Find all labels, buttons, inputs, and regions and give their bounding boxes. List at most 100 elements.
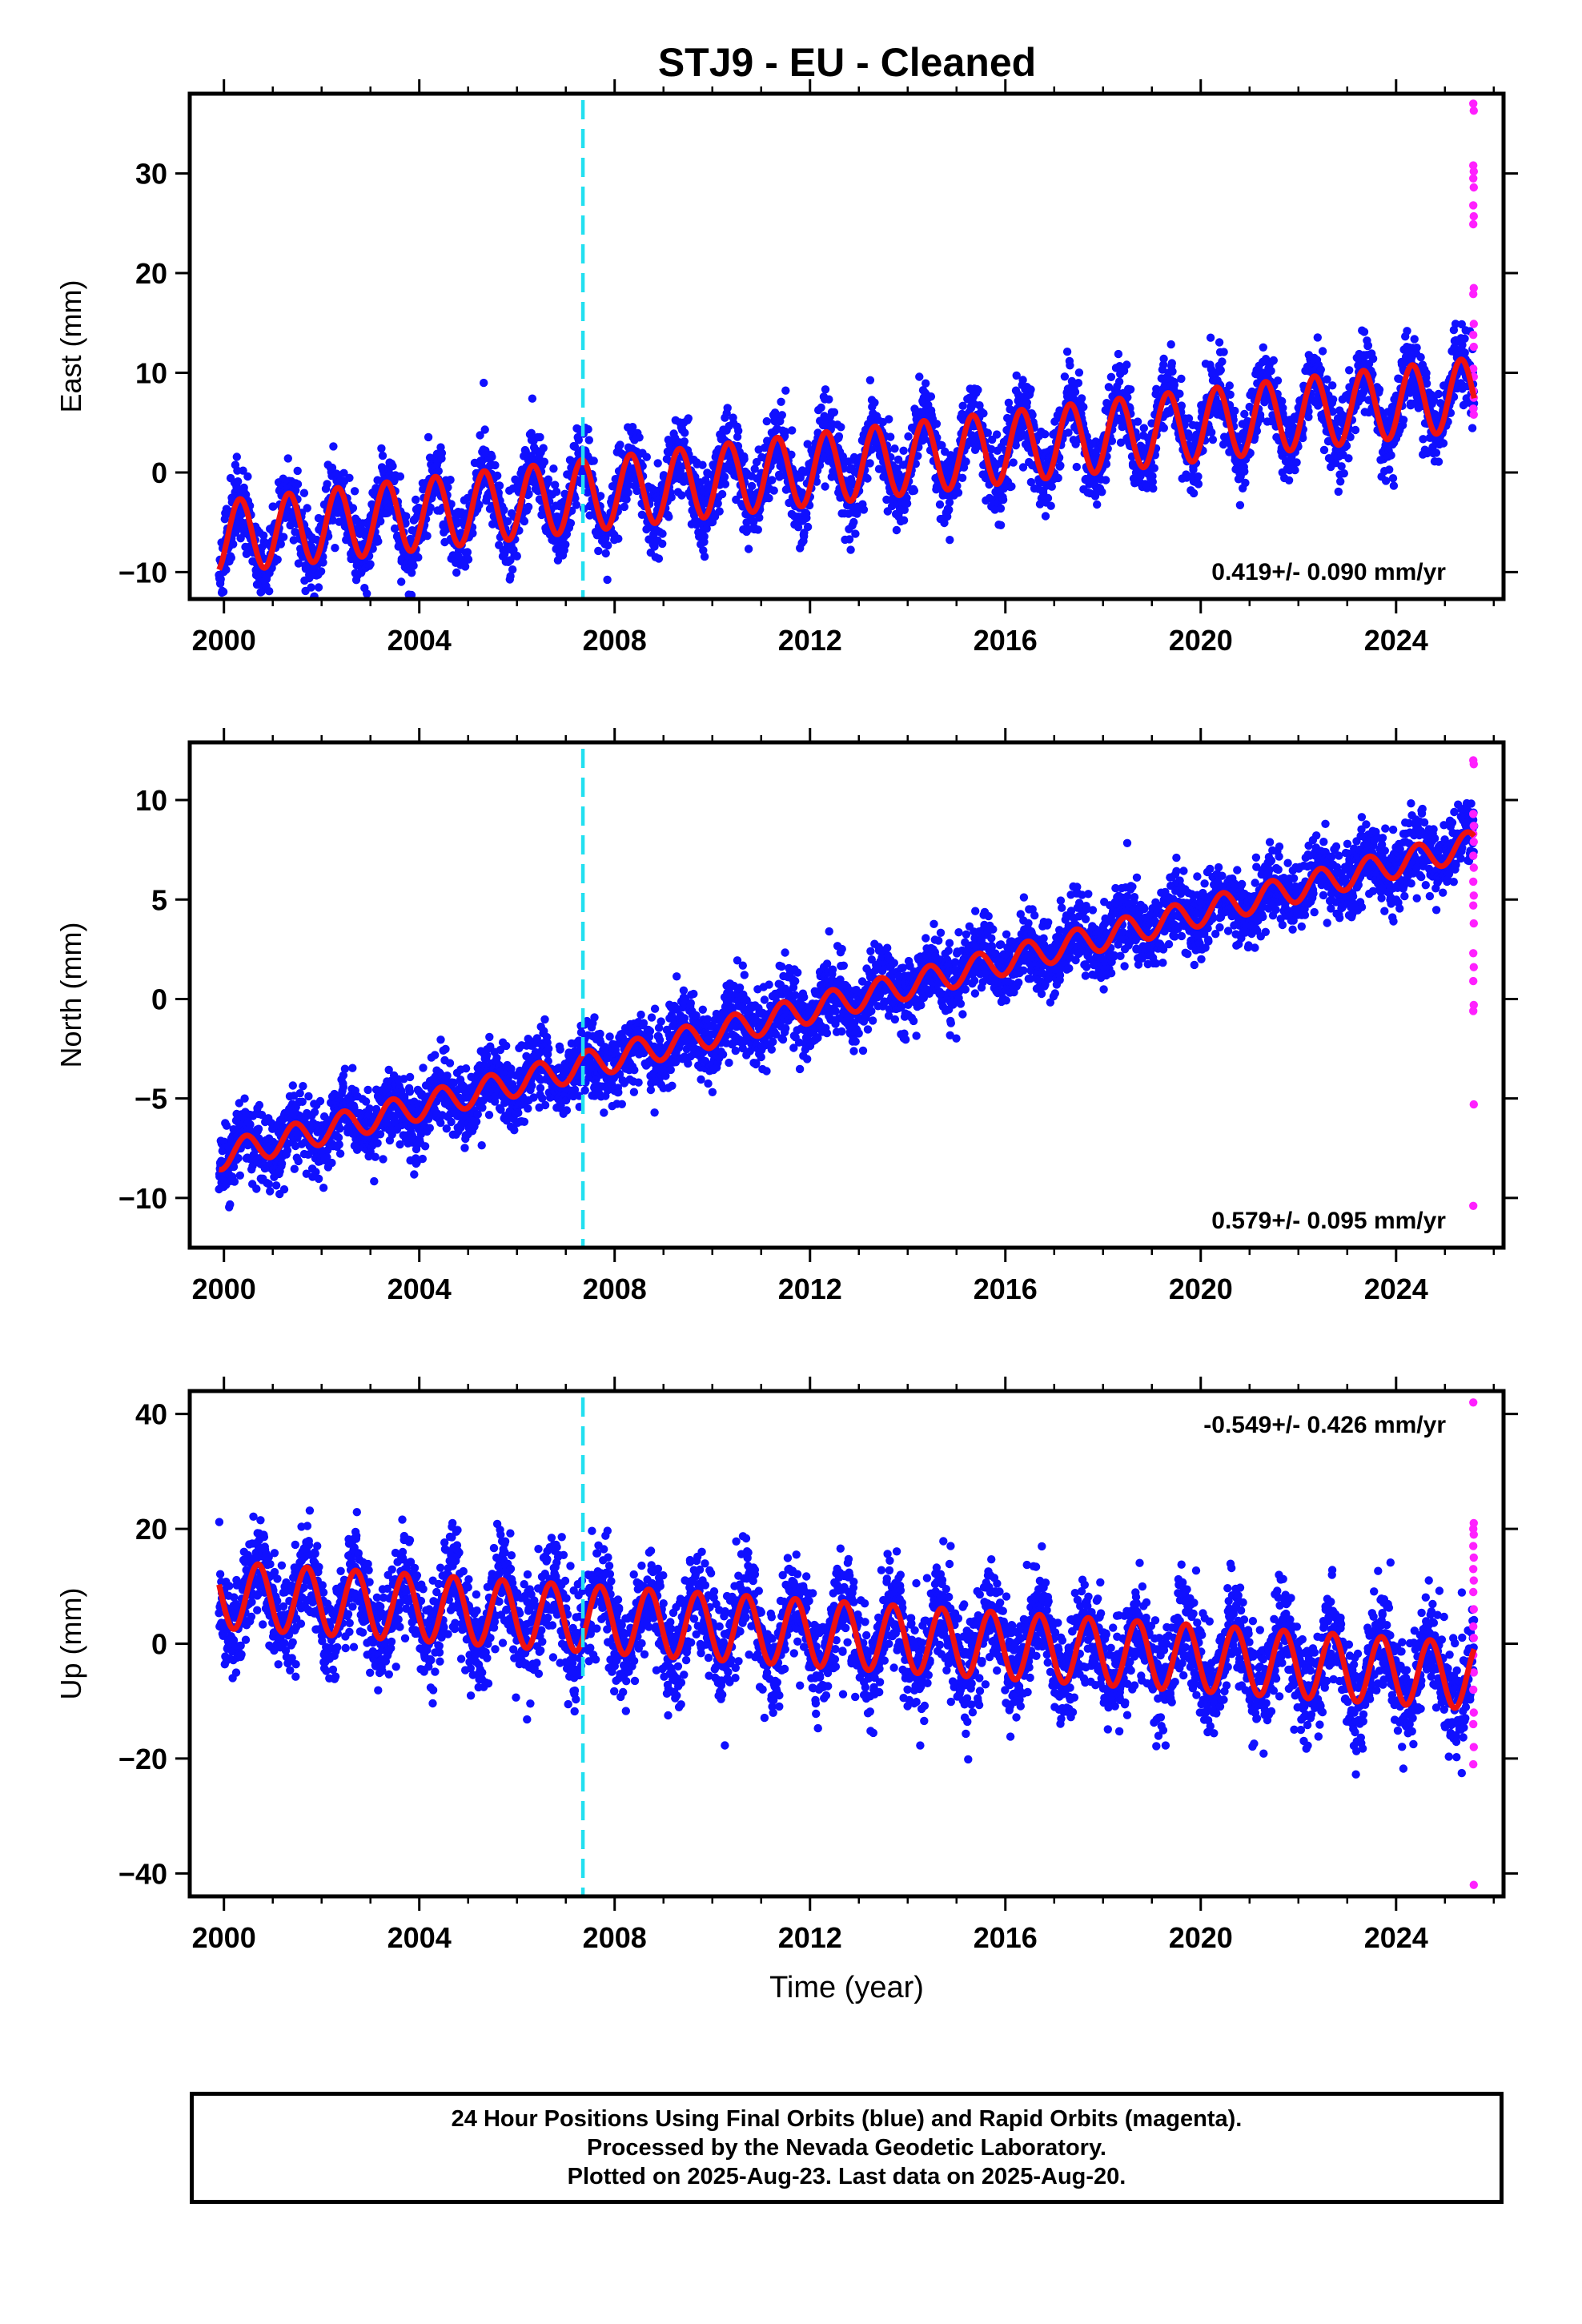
final-orbit-point xyxy=(946,536,954,545)
final-orbit-point xyxy=(376,517,385,526)
final-orbit-point xyxy=(829,408,839,416)
final-orbit-point xyxy=(921,379,930,388)
final-orbit-point xyxy=(1041,430,1050,439)
final-orbit-point xyxy=(781,386,790,395)
final-orbit-point xyxy=(378,451,387,460)
rapid-orbit-point xyxy=(1469,410,1479,419)
rapid-orbit-point xyxy=(1469,219,1478,229)
y-tick-label: 30 xyxy=(135,158,167,191)
final-orbit-point xyxy=(849,517,858,527)
final-orbit-point xyxy=(239,483,248,493)
final-orbit-point xyxy=(1345,366,1354,375)
final-orbit-point xyxy=(635,433,644,442)
chart-title: STJ9 - EU - Cleaned xyxy=(658,40,1036,85)
final-orbit-point xyxy=(254,1124,263,1133)
final-orbit-point xyxy=(571,494,580,503)
rapid-orbit-point xyxy=(1469,290,1478,299)
final-orbit-point xyxy=(1114,377,1124,386)
final-orbit-point xyxy=(1159,424,1169,432)
final-orbit-point xyxy=(684,414,693,423)
final-orbit-point xyxy=(361,1097,371,1106)
final-orbit-point xyxy=(348,504,358,513)
final-orbit-point xyxy=(1022,398,1032,407)
final-orbit-point xyxy=(310,1108,319,1117)
final-orbit-point xyxy=(503,517,512,526)
final-orbit-point xyxy=(315,1096,325,1106)
final-orbit-point xyxy=(328,516,337,525)
final-orbit-point xyxy=(1375,385,1384,394)
final-orbit-point xyxy=(437,448,447,457)
final-orbit-point xyxy=(407,590,416,599)
final-orbit-point xyxy=(962,457,970,466)
final-orbit-point xyxy=(603,575,612,585)
final-orbit-point xyxy=(266,1187,275,1196)
final-orbit-point xyxy=(524,489,533,499)
final-orbit-point xyxy=(329,442,338,451)
final-orbit-point xyxy=(777,411,786,420)
final-orbit-point xyxy=(373,1139,382,1148)
final-orbit-point xyxy=(243,472,252,481)
final-orbit-point xyxy=(1273,376,1283,385)
final-orbit-point xyxy=(340,1064,350,1073)
final-orbit-point xyxy=(366,560,375,569)
final-orbit-point xyxy=(1070,388,1080,396)
final-orbit-point xyxy=(273,555,282,564)
final-orbit-point xyxy=(396,472,405,481)
final-orbit-point xyxy=(291,486,300,495)
final-orbit-point xyxy=(885,415,893,424)
final-orbit-point xyxy=(1074,379,1083,388)
final-orbit-point xyxy=(283,454,292,463)
final-orbit-point xyxy=(904,432,913,441)
final-orbit-point xyxy=(426,503,435,512)
final-orbit-point xyxy=(715,507,724,516)
final-orbit-point xyxy=(624,489,632,497)
final-orbit-point xyxy=(1240,467,1249,476)
final-orbit-point xyxy=(717,489,727,499)
final-orbit-point xyxy=(524,502,533,512)
final-orbit-point xyxy=(802,513,811,522)
final-orbit-point xyxy=(316,567,326,576)
final-orbit-point xyxy=(1399,416,1408,424)
final-orbit-point xyxy=(935,500,945,509)
final-orbit-point xyxy=(527,428,536,437)
final-orbit-point xyxy=(279,1185,289,1194)
final-orbit-point xyxy=(1381,476,1391,485)
y-tick-label: 0 xyxy=(151,456,167,489)
final-orbit-point xyxy=(1062,348,1072,356)
final-orbit-point xyxy=(314,583,323,592)
final-orbit-point xyxy=(226,1200,235,1209)
final-orbit-point xyxy=(402,512,411,521)
final-orbit-point xyxy=(620,502,628,512)
final-orbit-point xyxy=(1241,478,1250,488)
final-orbit-point xyxy=(1072,462,1082,472)
final-orbit-point xyxy=(566,519,576,528)
final-orbit-point xyxy=(444,483,452,492)
final-orbit-point xyxy=(1291,465,1299,475)
final-orbit-point xyxy=(264,1180,273,1188)
final-orbit-point xyxy=(520,517,529,526)
final-orbit-point xyxy=(293,466,302,476)
final-orbit-point xyxy=(552,487,561,497)
final-orbit-point xyxy=(996,504,1006,513)
final-orbit-point xyxy=(339,1083,347,1092)
final-orbit-point xyxy=(1412,344,1421,352)
final-orbit-point xyxy=(601,549,610,558)
final-orbit-point xyxy=(680,437,689,446)
final-orbit-point xyxy=(339,468,348,477)
final-orbit-point xyxy=(755,513,764,522)
final-orbit-point xyxy=(397,577,406,586)
final-orbit-point xyxy=(1026,385,1035,394)
final-orbit-point xyxy=(423,532,432,541)
final-orbit-point xyxy=(269,502,278,511)
final-orbit-point xyxy=(1389,481,1399,490)
final-orbit-point xyxy=(1351,425,1360,435)
final-orbit-point xyxy=(865,376,875,384)
final-orbit-point xyxy=(1159,354,1168,364)
final-orbit-point xyxy=(890,444,899,453)
y-tick-label: 20 xyxy=(135,257,167,290)
final-orbit-point xyxy=(327,463,337,472)
final-orbit-point xyxy=(259,531,268,540)
final-orbit-point xyxy=(1177,374,1186,384)
final-orbit-point xyxy=(1468,424,1477,432)
final-orbit-point xyxy=(335,1140,343,1149)
